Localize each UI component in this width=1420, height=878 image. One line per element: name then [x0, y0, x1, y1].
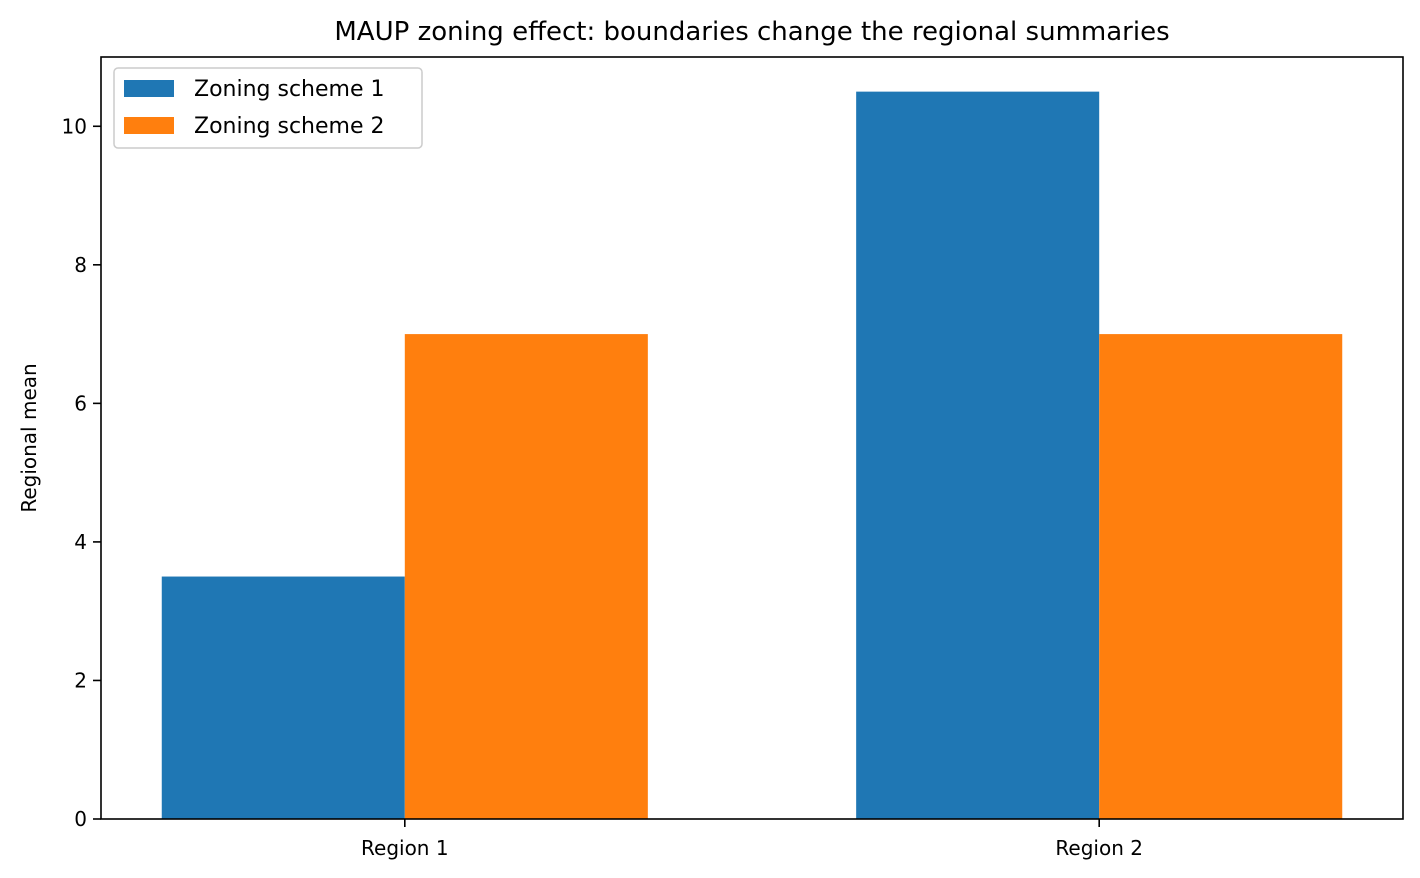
y-tick-label: 10 [62, 114, 87, 138]
axes-layer: 0 2 4 6 8 10 Region 1 Region 2 [62, 56, 1404, 860]
legend-swatch [124, 80, 174, 97]
x-tick-label: Region 2 [1055, 836, 1143, 860]
legend-label: Zoning scheme 2 [194, 114, 384, 139]
y-tick-label: 2 [74, 668, 87, 692]
legend-swatch [124, 117, 174, 134]
x-tick-label: Region 1 [361, 836, 449, 860]
bar-zoning-scheme-2-region-2 [1099, 334, 1343, 819]
y-axis-label: Regional mean [17, 363, 41, 512]
bar-zoning-scheme-1-region-2 [856, 91, 1100, 820]
y-tick-label: 4 [74, 530, 87, 554]
bar-zoning-scheme-2-region-1 [404, 334, 648, 819]
chart-title: MAUP zoning effect: boundaries change th… [334, 17, 1169, 47]
y-tick-label: 6 [74, 391, 87, 415]
y-tick-label: 0 [74, 807, 87, 831]
legend-box [113, 67, 423, 149]
plot-frame [100, 56, 1404, 820]
legend: Zoning scheme 1 Zoning scheme 2 [113, 67, 423, 149]
bars-layer [161, 91, 1343, 820]
bar-zoning-scheme-1-region-1 [161, 576, 405, 819]
y-tick-label: 8 [74, 253, 87, 277]
legend-label: Zoning scheme 1 [194, 77, 384, 102]
